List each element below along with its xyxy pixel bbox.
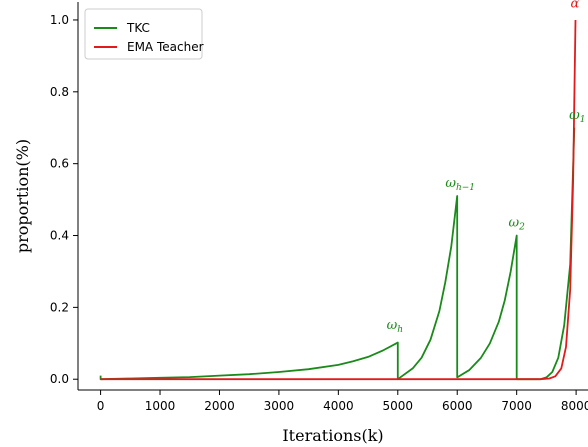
x-tick-label: 3000 (264, 399, 295, 413)
x-tick-label: 4000 (323, 399, 354, 413)
annotation-label: α (571, 0, 580, 11)
x-tick-label: 2000 (204, 399, 235, 413)
x-axis-title: Iterations(k) (282, 426, 383, 445)
x-tick-label: 0 (97, 399, 105, 413)
x-tick-label: 6000 (442, 399, 473, 413)
legend: TKC EMA Teacher (84, 8, 204, 60)
y-axis-title: proportion(%) (13, 139, 32, 253)
series-line-ema-teacher (100, 19, 577, 381)
series-lines (99, 19, 577, 381)
legend-label-tkc: TKC (126, 21, 150, 35)
y-tick-label: 0.6 (50, 157, 69, 171)
y-tick-label: 1.0 (50, 13, 69, 27)
x-tick-label: 1000 (145, 399, 176, 413)
axes: 0 1000 2000 3000 4000 5000 6000 7000 8000 0.0 0.2 0… (50, 2, 588, 413)
y-tick-label: 0.4 (50, 229, 69, 243)
y-tick-label: 0.2 (50, 300, 69, 314)
y-tick-label: 0.0 (50, 372, 69, 386)
x-tick-label: 7000 (501, 399, 532, 413)
legend-label-ema-teacher: EMA Teacher (127, 40, 204, 54)
plot-area (78, 2, 588, 390)
x-tick-label: 8000 (561, 399, 588, 413)
y-tick-label: 0.8 (50, 85, 69, 99)
x-tick-label: 5000 (383, 399, 414, 413)
